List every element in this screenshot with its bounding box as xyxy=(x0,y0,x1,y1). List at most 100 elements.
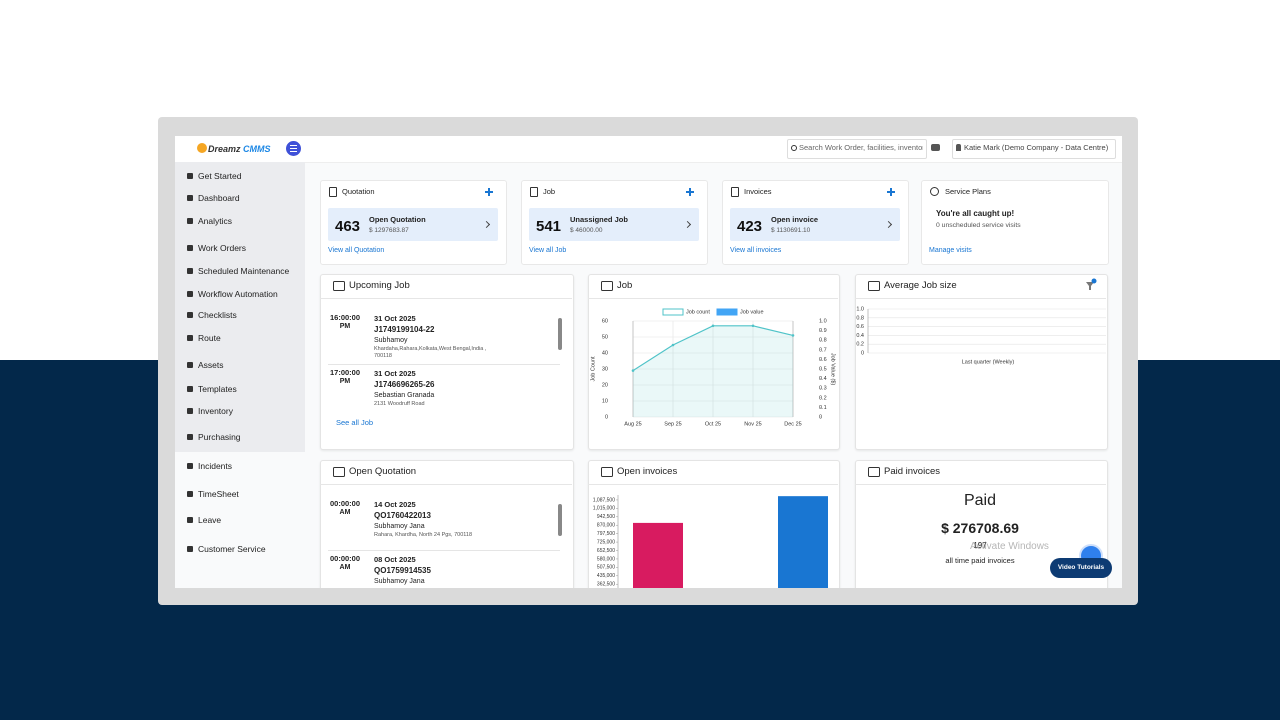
video-button-label[interactable]: Video Tutorials xyxy=(1057,563,1105,571)
y-tick-label: 1,015,000 xyxy=(593,506,615,512)
sidebar-item[interactable]: TimeSheet xyxy=(198,488,239,499)
item-name: Subhamoy Jana xyxy=(374,577,425,585)
panel xyxy=(855,274,1108,450)
x-tick-label: Aug 25 xyxy=(624,421,641,427)
card-amount: $ 1297683.87 xyxy=(369,226,409,234)
sidebar-item[interactable]: Inventory xyxy=(198,405,233,416)
add-button[interactable] xyxy=(689,187,691,196)
item-code[interactable]: J1749199104-22 xyxy=(374,325,435,334)
legend-label: Job count xyxy=(686,309,710,315)
sidebar-item[interactable]: Dashboard xyxy=(198,192,240,203)
point xyxy=(751,324,755,328)
panel-icon xyxy=(601,281,613,291)
sidebar-item[interactable]: Checklists xyxy=(198,309,237,320)
scroll-thumb[interactable] xyxy=(558,504,562,536)
y-tick-label: 0.2 xyxy=(819,395,827,401)
item-code[interactable]: QO1759914535 xyxy=(374,566,431,575)
card-stat[interactable] xyxy=(730,208,900,241)
item-name: Subhamoy Jana xyxy=(374,522,425,530)
search-placeholder: Search Work Order, facilities, inventory xyxy=(799,144,923,152)
y-tick-label: 435,000 xyxy=(597,573,615,579)
sidebar-icon xyxy=(187,408,193,414)
user-icon xyxy=(956,144,961,151)
menu-line xyxy=(290,151,297,152)
sidebar-item[interactable]: Get Started xyxy=(198,170,242,181)
item-address: Rahara, Khardha, North 24 Pgs, 700118 xyxy=(374,532,473,539)
paid-amount: $ 276708.69 xyxy=(941,520,1019,536)
user-menu[interactable] xyxy=(952,139,1116,159)
y-tick-label: 0 xyxy=(605,414,608,420)
card-link[interactable]: View all invoices xyxy=(730,246,782,254)
point xyxy=(711,324,715,328)
sidebar-icon xyxy=(187,312,193,318)
y-tick-label: 50 xyxy=(602,334,608,340)
bar xyxy=(633,522,683,588)
card-link[interactable]: View all Quotation xyxy=(328,246,385,254)
item-code[interactable]: J1746696265-26 xyxy=(374,380,435,389)
y-tick-label: 20 xyxy=(602,382,608,388)
panel-link[interactable]: See all Job xyxy=(336,418,374,428)
sidebar-icon xyxy=(187,195,193,201)
watermark: Activate Windows xyxy=(970,541,1049,552)
sidebar-item[interactable]: Scheduled Maintenance xyxy=(198,265,290,276)
y2-axis-title: Job Value ($) xyxy=(830,353,836,385)
y-tick-label: 507,500 xyxy=(597,565,615,571)
card-label: Open invoice xyxy=(771,215,819,225)
card-icon xyxy=(731,187,739,197)
x-axis-title: Last quarter (Weekly) xyxy=(962,359,1015,365)
add-button[interactable] xyxy=(488,187,490,196)
panel-title: Average Job size xyxy=(884,280,957,292)
panel xyxy=(588,274,840,450)
app-window: Dreamz CMMS Search Work Order, facilities,… xyxy=(175,136,1122,588)
sidebar-item[interactable]: Leave xyxy=(198,514,222,525)
y-tick-label: 60 xyxy=(602,318,608,324)
card-link[interactable]: View all Job xyxy=(529,246,567,254)
logo: Dreamz xyxy=(208,143,241,154)
sidebar-item[interactable]: Purchasing xyxy=(198,431,241,442)
card-stat[interactable] xyxy=(529,208,699,241)
panel-divider xyxy=(588,298,838,299)
panel xyxy=(320,274,574,450)
y-tick-label: 0.4 xyxy=(856,333,864,339)
y-tick-label: 40 xyxy=(602,350,608,356)
item-time: 00:00:00 xyxy=(330,554,361,564)
logo-icon xyxy=(197,143,207,153)
item-name: Subhamoy xyxy=(374,336,408,344)
item-time: 17:00:00 xyxy=(330,368,361,378)
filter-button[interactable] xyxy=(1086,282,1094,290)
add-button[interactable] xyxy=(890,187,892,196)
item-time: 16:00:00 xyxy=(330,313,361,323)
sidebar-item[interactable]: Route xyxy=(198,332,221,343)
service-heading: You're all caught up! xyxy=(936,209,1015,218)
card-label: Unassigned Job xyxy=(570,215,628,225)
item-date: 31 Oct 2025 xyxy=(374,369,416,379)
panel-title: Open invoices xyxy=(617,466,678,478)
card-stat[interactable] xyxy=(328,208,498,241)
user-name: Katie Mark (Demo Company - Data Centre) xyxy=(964,143,1109,153)
y-tick-label: 942,500 xyxy=(597,514,615,520)
sidebar-item[interactable]: Customer Service xyxy=(198,543,266,554)
card-link[interactable]: Manage visits xyxy=(929,246,972,254)
x-tick-label: Nov 25 xyxy=(744,421,761,427)
y-tick-label: 0.5 xyxy=(819,366,827,372)
card-amount: $ 46000.00 xyxy=(570,226,603,234)
sidebar-item[interactable]: Work Orders xyxy=(198,242,247,253)
point xyxy=(791,334,795,337)
panel-divider xyxy=(855,298,1106,299)
sidebar-item[interactable]: Analytics xyxy=(198,215,233,226)
menu-line xyxy=(290,145,297,146)
sidebar-icon xyxy=(187,173,193,179)
y-tick-label: 0.6 xyxy=(819,357,827,363)
sidebar-item[interactable]: Incidents xyxy=(198,460,233,471)
logo: CMMS xyxy=(243,143,271,154)
card-icon xyxy=(329,187,337,197)
video-button[interactable] xyxy=(1050,558,1112,578)
item-code[interactable]: QO1760422013 xyxy=(374,511,431,520)
item-period: AM xyxy=(339,563,351,571)
scroll-thumb[interactable] xyxy=(558,318,562,350)
sidebar-item[interactable]: Assets xyxy=(198,359,224,370)
sidebar-item[interactable]: Workflow Automation xyxy=(198,288,278,299)
y-tick-label: 580,000 xyxy=(597,556,615,562)
search-box[interactable] xyxy=(787,139,927,159)
sidebar-item[interactable]: Templates xyxy=(198,383,237,394)
